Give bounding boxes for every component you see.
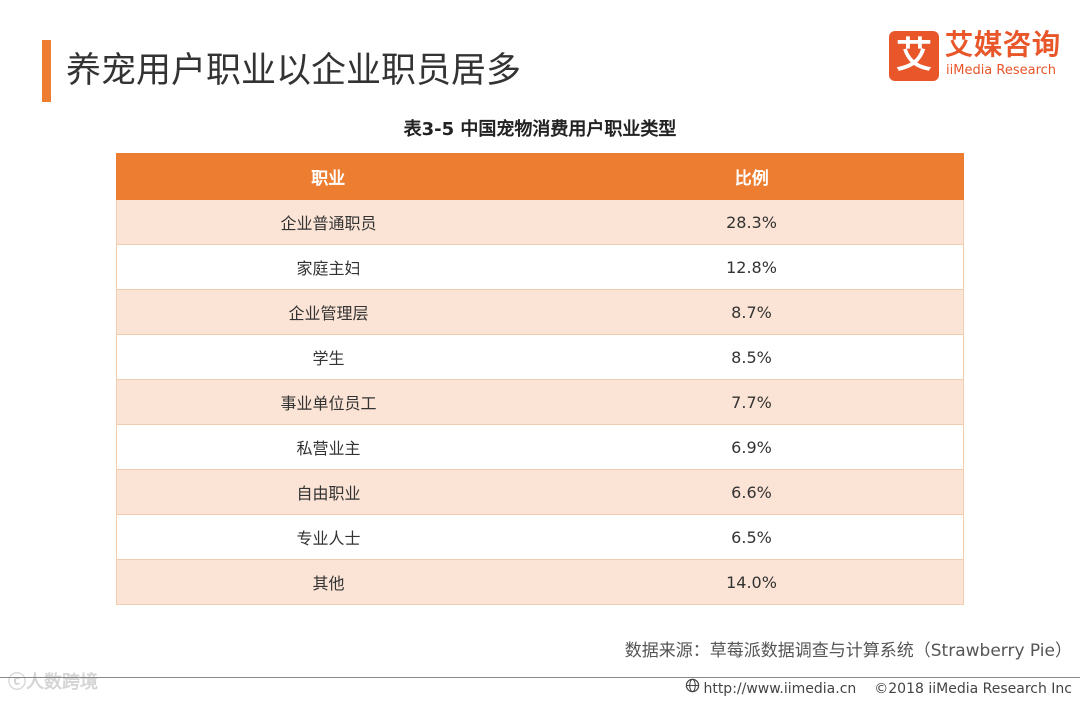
footer: http://www.iimedia.cn ©2018 iiMedia Resea…: [685, 678, 1072, 700]
table-row: 事业单位员工 7.7%: [116, 379, 964, 425]
occupation-cell: 学生: [116, 334, 540, 380]
ratio-cell: 6.6%: [540, 469, 964, 515]
table-row: 企业普通职员 28.3%: [116, 199, 964, 245]
ratio-cell: 8.5%: [540, 334, 964, 380]
table-row: 家庭主妇 12.8%: [116, 244, 964, 290]
logo-name-en: iiMedia Research: [946, 63, 1057, 78]
occupation-cell: 专业人士: [116, 514, 540, 560]
table-row: 私营业主 6.9%: [116, 424, 964, 470]
ratio-cell: 14.0%: [540, 559, 964, 605]
table-row: 企业管理层 8.7%: [116, 289, 964, 335]
column-header-ratio: 比例: [539, 153, 964, 200]
ratio-cell: 7.7%: [540, 379, 964, 425]
footer-copyright: ©2018 iiMedia Research Inc: [874, 681, 1072, 697]
title-accent-bar: [42, 40, 51, 102]
ratio-cell: 8.7%: [540, 289, 964, 335]
table-row: 专业人士 6.5%: [116, 514, 964, 560]
occupation-table: 职业 比例 企业普通职员 28.3% 家庭主妇 12.8% 企业管理层 8.7% 学生 8.5…: [116, 153, 964, 605]
weibo-icon: ⓒ: [8, 672, 26, 693]
occupation-cell: 家庭主妇: [116, 244, 540, 290]
occupation-cell: 企业普通职员: [116, 199, 540, 245]
brand-logo: 艾 艾媒咨询 iiMedia Research: [889, 28, 1069, 84]
table-row: 学生 8.5%: [116, 334, 964, 380]
column-header-occupation: 职业: [116, 153, 541, 200]
occupation-cell: 企业管理层: [116, 289, 540, 335]
logo-name-cn: 艾媒咨询: [945, 28, 1062, 61]
page-title: 养宠用户职业以企业职员居多: [66, 51, 522, 91]
table-row: 其他 14.0%: [116, 559, 964, 605]
logo-mark: 艾: [889, 31, 939, 81]
watermark-text: 人数跨境: [26, 672, 98, 693]
footer-url-link[interactable]: http://www.iimedia.cn: [703, 681, 857, 697]
footer-divider: [0, 677, 1080, 678]
watermark: ⓒ人数跨境: [8, 670, 98, 696]
table-row: 自由职业 6.6%: [116, 469, 964, 515]
occupation-cell: 其他: [116, 559, 540, 605]
table-caption: 表3-5 中国宠物消费用户职业类型: [403, 119, 677, 140]
occupation-cell: 自由职业: [116, 469, 540, 515]
ratio-cell: 6.9%: [540, 424, 964, 470]
ratio-cell: 12.8%: [540, 244, 964, 290]
globe-icon: [685, 678, 700, 700]
occupation-cell: 私营业主: [116, 424, 540, 470]
data-source: 数据来源：草莓派数据调查与计算系统（Strawberry Pie）: [624, 641, 1072, 661]
ratio-cell: 6.5%: [540, 514, 964, 560]
table-header-row: 职业 比例: [116, 153, 964, 200]
table-body: 企业普通职员 28.3% 家庭主妇 12.8% 企业管理层 8.7% 学生 8.5% 事业单位员…: [116, 199, 964, 605]
occupation-cell: 事业单位员工: [116, 379, 540, 425]
ratio-cell: 28.3%: [540, 199, 964, 245]
